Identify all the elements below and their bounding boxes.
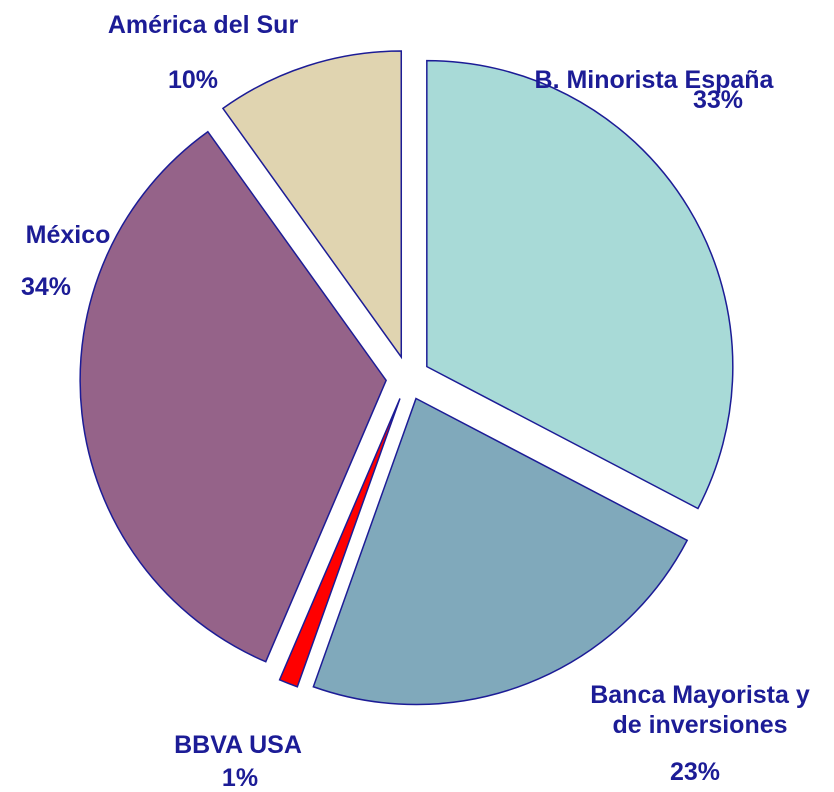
pie-slice xyxy=(79,130,387,663)
value-label: 33% xyxy=(692,86,744,114)
pie-slice xyxy=(312,397,689,706)
slice-label: BBVA USA xyxy=(174,731,302,759)
pie-slice xyxy=(221,50,403,360)
pie-slice xyxy=(426,59,734,510)
value-label: 1% xyxy=(221,764,259,792)
value-label: 10% xyxy=(167,66,219,94)
slice-label: América del Sur xyxy=(107,11,299,39)
value-label: 34% xyxy=(20,273,72,301)
value-label: 23% xyxy=(669,758,721,786)
slice-label: México xyxy=(25,221,111,249)
slice-label: B. Minorista España xyxy=(534,66,774,94)
pie-slice xyxy=(278,398,401,688)
slice-label: Banca Mayorista y de inversiones xyxy=(590,681,810,739)
